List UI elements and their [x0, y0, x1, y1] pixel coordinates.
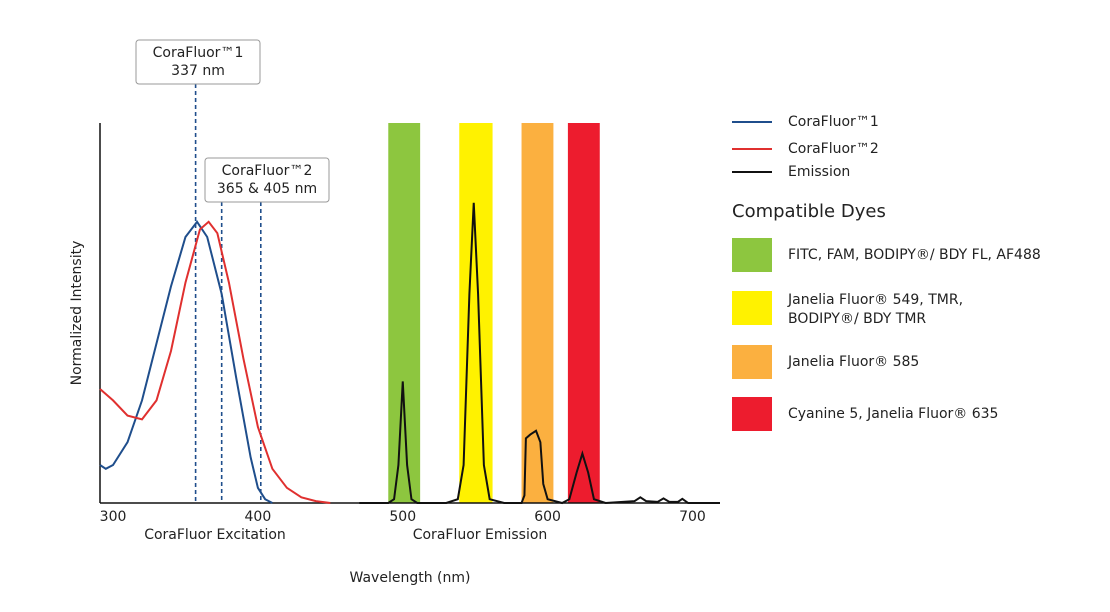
- x-axis-label: Wavelength (nm): [350, 570, 471, 586]
- legend-label: FITC, FAM, BODIPY®/ BDY FL, AF488: [788, 247, 1041, 263]
- legend-title: Compatible Dyes: [732, 201, 886, 222]
- legend-label: BODIPY®/ BDY TMR: [788, 311, 926, 327]
- annotation-text: CoraFluor™2: [222, 163, 313, 179]
- x-tick-label: 700: [679, 509, 706, 525]
- dye-band: [388, 123, 421, 503]
- legend-label: Cyanine 5, Janelia Fluor® 635: [788, 406, 998, 422]
- dye-band: [567, 123, 600, 503]
- series-line: [99, 220, 273, 504]
- legend-label: Emission: [788, 164, 850, 180]
- series-line: [99, 220, 331, 504]
- section-label: CoraFluor Emission: [413, 527, 548, 543]
- legend-swatch: [732, 345, 772, 379]
- series-line: [359, 202, 720, 505]
- legend-label: Janelia Fluor® 585: [787, 354, 919, 370]
- annotation-box: [135, 39, 261, 85]
- legend-swatch: [732, 238, 772, 272]
- annotation-text: 337 nm: [171, 63, 225, 79]
- section-label: CoraFluor Excitation: [144, 527, 286, 543]
- legend-label: CoraFluor™2: [788, 141, 879, 157]
- legend-label: CoraFluor™1: [788, 114, 879, 130]
- x-tick-label: 300: [100, 509, 127, 525]
- annotation-text: CoraFluor™1: [153, 45, 244, 61]
- y-axis-label: Normalized Intensity: [69, 241, 85, 386]
- x-tick-label: 400: [245, 509, 272, 525]
- legend-swatch: [732, 397, 772, 431]
- annotation-box: [204, 157, 330, 203]
- x-tick-label: 600: [534, 509, 561, 525]
- legend-swatch: [732, 291, 772, 325]
- annotation-text: 365 & 405 nm: [217, 181, 317, 197]
- x-tick-label: 500: [389, 509, 416, 525]
- legend-label: Janelia Fluor® 549, TMR,: [787, 292, 963, 308]
